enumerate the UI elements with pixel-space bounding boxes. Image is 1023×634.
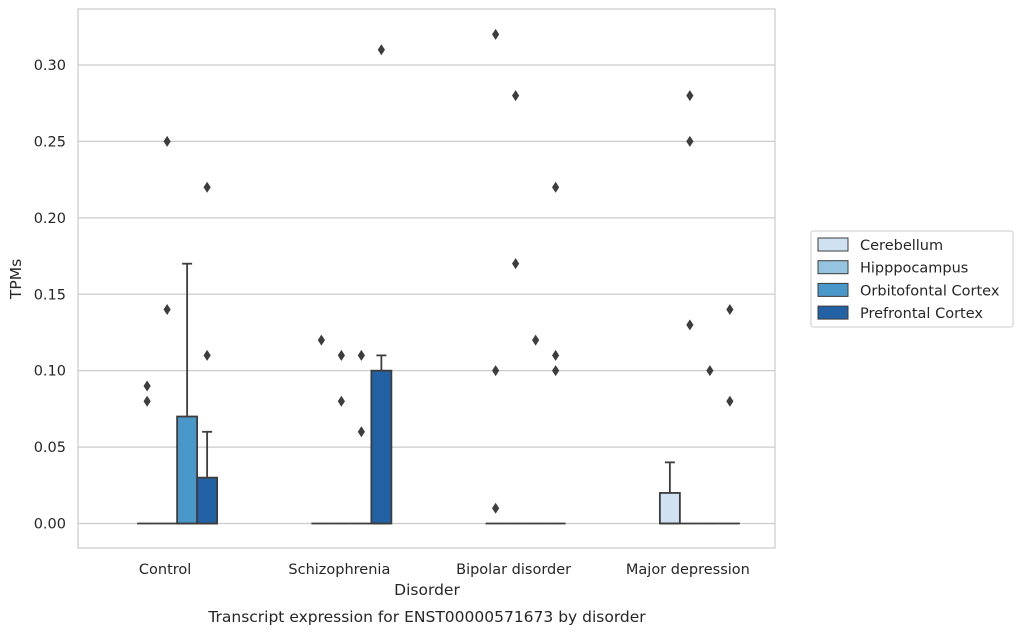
outlier-point [317,334,325,346]
outlier-points [143,28,734,514]
outlier-point [492,365,500,377]
legend: Cerebellum Hipppocampus Orbitofontal Corte… [810,230,1014,328]
outlier-point [143,380,151,392]
outlier-point [532,334,540,346]
outlier-point [512,90,520,102]
outlier-point [337,349,345,361]
outlier-point [726,395,734,407]
box-body [658,492,681,525]
y-axis-ticks: 0.00 0.05 0.10 0.15 0.20 0.25 0.30 [34,58,66,533]
box-body [176,415,199,525]
legend-swatch [817,237,849,252]
outlier-point [686,90,694,102]
outlier-point [203,349,211,361]
outlier-point [377,44,385,56]
legend-swatch [817,305,849,320]
legend-label: Cerebellum [860,238,943,254]
legend-swatch [817,282,849,297]
y-tick-label: 0.10 [34,364,66,380]
x-axis-label: Disorder [394,581,460,599]
y-tick-label: 0.00 [34,517,66,533]
outlier-point [337,395,345,407]
outlier-point [357,426,365,438]
y-tick-label: 0.05 [34,440,66,456]
y-axis-label: TPMs [7,259,25,300]
y-tick-label: 0.25 [34,134,66,150]
y-tick-label: 0.20 [34,211,66,227]
outlier-point [492,28,500,40]
plot-area-frame [77,8,776,549]
legend-label: Prefrontal Cortex [860,306,983,322]
outlier-point [203,181,211,193]
chart-caption: Transcript expression for ENST0000057167… [207,608,646,626]
box [370,354,393,525]
outlier-point [492,502,500,514]
legend-label: Orbitofontal Cortex [860,283,1000,299]
x-tick-label: Bipolar disorder [456,562,571,578]
box [658,461,681,525]
outlier-point [686,135,694,147]
outlier-point [163,304,171,316]
outlier-point [706,365,714,377]
x-axis-ticks: Control Schizophrenia Bipolar disorder Majo… [139,562,750,578]
legend-frame [810,230,1014,328]
box [196,430,219,525]
y-tick-label: 0.15 [34,287,66,303]
outlier-point [143,395,151,407]
box [176,262,199,525]
x-tick-label: Schizophrenia [288,562,390,578]
outlier-point [552,349,560,361]
legend-label: Hipppocampus [860,261,968,277]
y-tick-label: 0.30 [34,58,66,74]
outlier-point [512,258,520,270]
x-tick-label: Major depression [626,562,750,578]
box-body [370,369,393,525]
outlier-point [163,135,171,147]
x-tick-label: Control [139,562,191,578]
outlier-point [686,319,694,331]
outlier-point [552,365,560,377]
legend-swatch [817,260,849,275]
outlier-point [552,181,560,193]
box-series [137,262,740,525]
outlier-point [726,304,734,316]
box-body [196,476,219,525]
outlier-point [357,349,365,361]
